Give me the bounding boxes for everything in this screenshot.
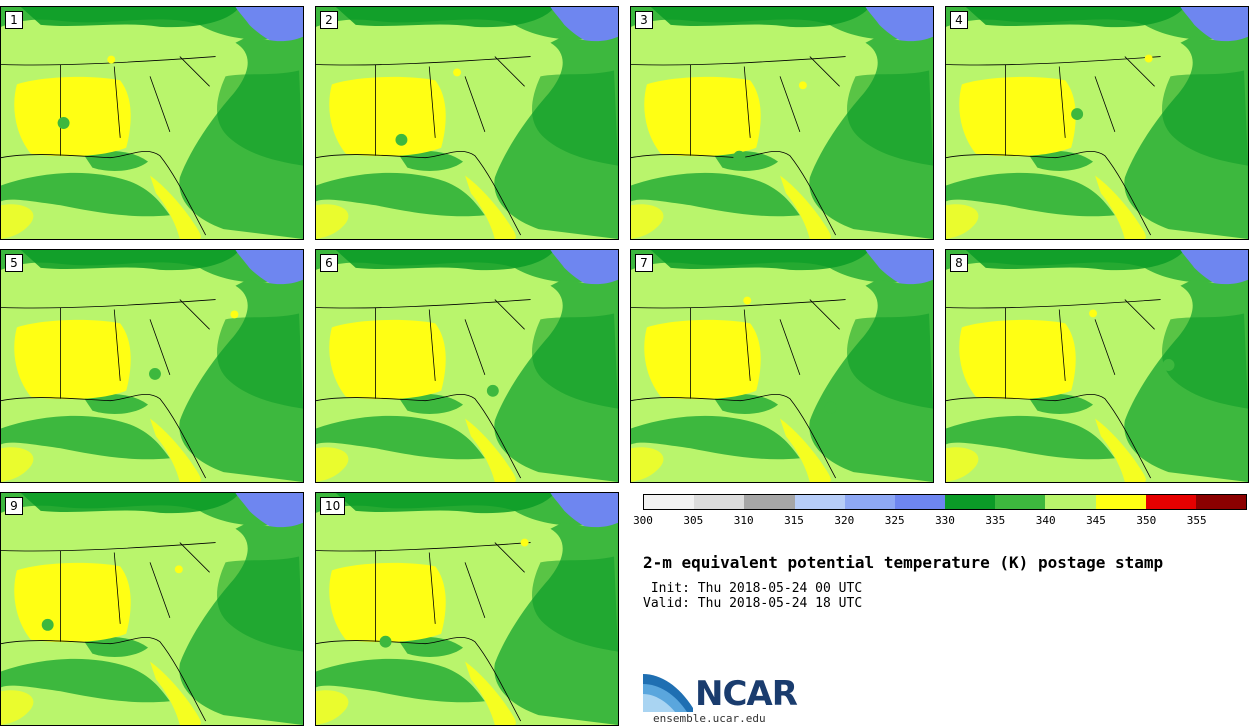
legend-tick-label: 350 <box>1136 514 1157 527</box>
map-panel[interactable]: 6 <box>315 249 619 483</box>
legend-swatch <box>1045 495 1096 509</box>
legend-swatch <box>1145 495 1196 509</box>
init-time: Init: Thu 2018-05-24 00 UTC <box>643 581 863 596</box>
legend-swatch <box>744 495 795 509</box>
legend-tick-label: 335 <box>985 514 1006 527</box>
map-panel[interactable]: 1 <box>0 6 304 240</box>
legend-tick-label: 340 <box>1035 514 1056 527</box>
panel-member-number: 8 <box>950 254 968 272</box>
logo-url: ensemble.ucar.edu <box>653 712 766 725</box>
panel-member-number: 2 <box>320 11 338 29</box>
legend-tick-label: 300 <box>633 514 653 527</box>
map-panel[interactable]: 9 <box>0 492 304 726</box>
legend-tick-label: 355 <box>1186 514 1207 527</box>
legend-tick-label: 345 <box>1086 514 1106 527</box>
map-panel[interactable]: 2 <box>315 6 619 240</box>
legend-tick-label: 330 <box>935 514 955 527</box>
map-panel[interactable]: 7 <box>630 249 934 483</box>
map-panel[interactable]: 5 <box>0 249 304 483</box>
legend-swatch <box>844 495 895 509</box>
panel-member-number: 3 <box>635 11 653 29</box>
ncar-swoosh-icon <box>643 674 693 712</box>
legend-tick-label: 305 <box>683 514 704 527</box>
legend-swatch <box>894 495 946 509</box>
color-legend-bar <box>643 494 1247 510</box>
map-panel[interactable]: 10 <box>315 492 619 726</box>
panel-member-number: 4 <box>950 11 968 29</box>
panel-member-number: 6 <box>320 254 338 272</box>
ncar-logo-text: NCAR <box>695 674 798 714</box>
map-panel[interactable]: 3 <box>630 6 934 240</box>
panel-member-number: 1 <box>5 11 23 29</box>
legend-tick-label: 315 <box>784 514 804 527</box>
legend-swatch <box>1095 495 1146 509</box>
panel-member-number: 9 <box>5 497 23 515</box>
legend-tick-label: 320 <box>834 514 855 527</box>
ncar-logo: NCAR ensemble.ucar.edu <box>643 672 798 728</box>
legend-swatch <box>644 495 695 509</box>
map-panel[interactable]: 4 <box>945 6 1249 240</box>
legend-tick-label: 310 <box>733 514 754 527</box>
panel-member-number: 10 <box>320 497 346 515</box>
legend-swatch <box>694 495 745 509</box>
legend-swatch <box>995 495 1046 509</box>
legend-swatch <box>794 495 845 509</box>
map-panel[interactable]: 8 <box>945 249 1249 483</box>
color-legend-ticks: 300 305 310 315 320 325 330 335 340 345 350 355 <box>633 514 1247 528</box>
valid-time: Valid: Thu 2018-05-24 18 UTC <box>643 596 863 611</box>
legend-swatch <box>1195 495 1247 509</box>
legend-tick-label: 325 <box>884 514 905 527</box>
chart-title: 2-m equivalent potential temperature (K)… <box>643 553 1164 572</box>
panel-member-number: 5 <box>5 254 23 272</box>
panel-member-number: 7 <box>635 254 653 272</box>
legend-swatch <box>945 495 996 509</box>
